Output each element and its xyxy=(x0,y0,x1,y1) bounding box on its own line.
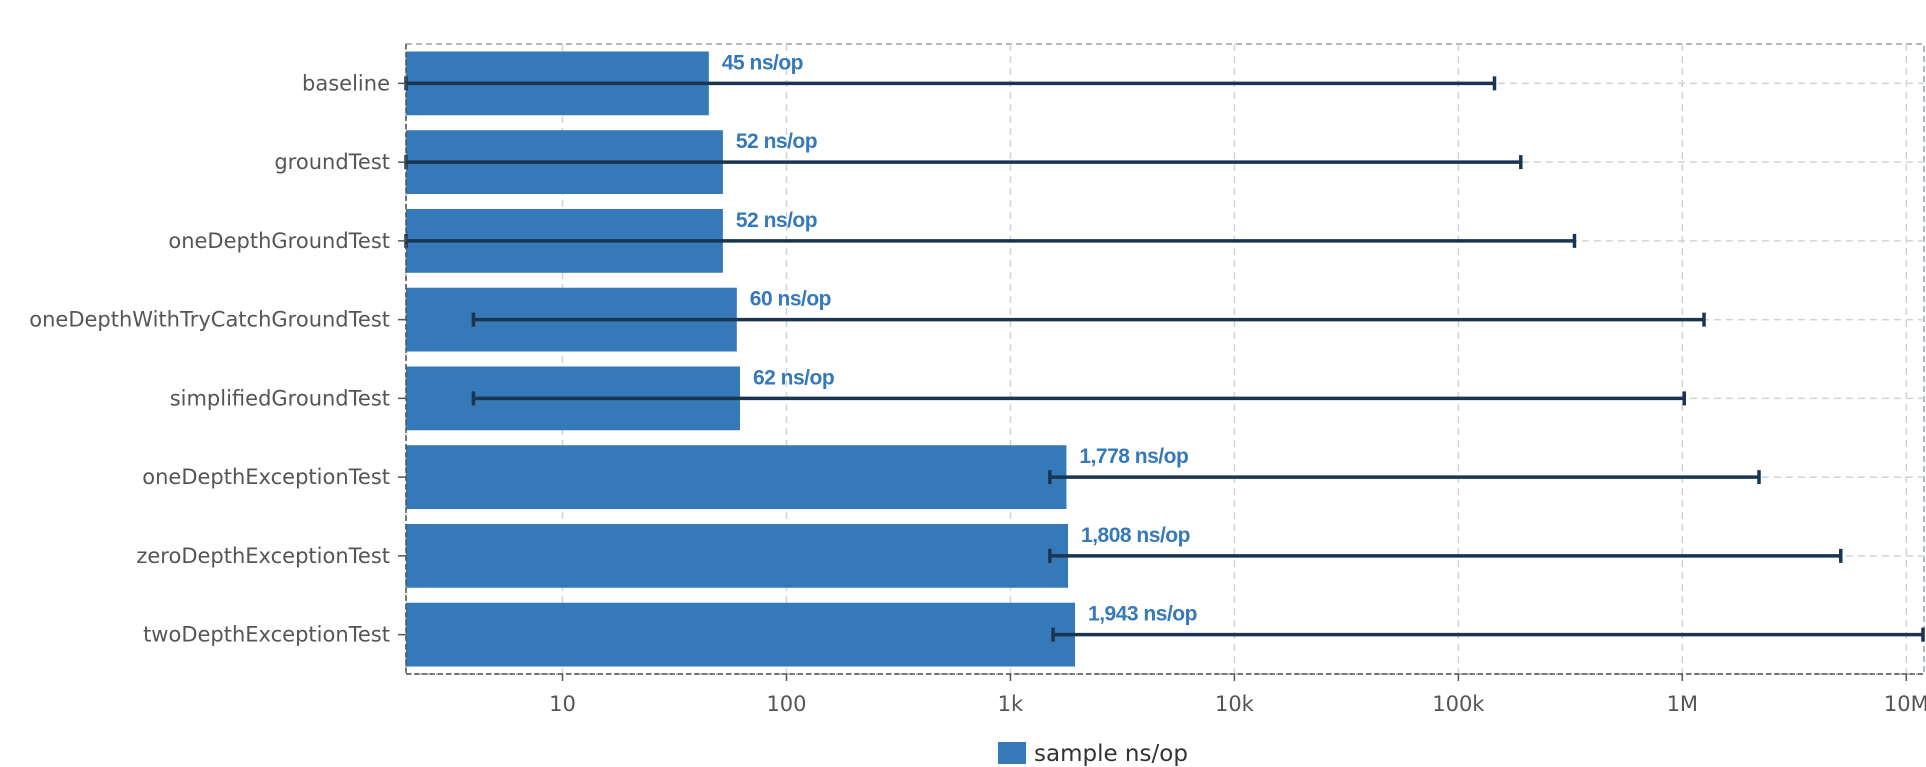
value-label: 62 ns/op xyxy=(753,366,834,389)
value-label: 1,943 ns/op xyxy=(1088,603,1197,626)
axes: 10 100 1k 10k 100k 1M 10M baseline groundTest one… xyxy=(29,44,1926,716)
error-bar xyxy=(471,312,1706,327)
category-label: groundTest xyxy=(274,150,390,174)
category-label: oneDepthWithTryCatchGroundTest xyxy=(29,308,390,332)
value-labels: 45 ns/op 52 ns/op 52 ns/op 60 ns/op 62 ns/op… xyxy=(722,51,1198,626)
error-bar xyxy=(471,391,1686,406)
value-label: 52 ns/op xyxy=(736,130,817,153)
legend-label[interactable]: sample ns/op xyxy=(1034,741,1188,767)
legend: sample ns/op xyxy=(998,741,1188,767)
x-tick-label: 10M xyxy=(1884,692,1926,716)
bar[interactable] xyxy=(406,445,1067,510)
error-bar xyxy=(1048,470,1761,485)
legend-swatch[interactable] xyxy=(998,742,1026,764)
x-tick-label: 1k xyxy=(998,692,1024,716)
x-tick-label: 1M xyxy=(1667,692,1698,716)
value-label: 45 ns/op xyxy=(722,51,803,74)
value-label: 1,808 ns/op xyxy=(1081,524,1190,547)
category-label: simplifiedGroundTest xyxy=(170,386,390,410)
category-label: oneDepthGroundTest xyxy=(168,229,390,253)
x-tick-label: 10k xyxy=(1215,692,1255,716)
category-label: oneDepthExceptionTest xyxy=(142,465,390,489)
value-label: 52 ns/op xyxy=(736,209,817,232)
x-tick-label: 10 xyxy=(549,692,576,716)
category-label: twoDepthExceptionTest xyxy=(143,623,390,647)
error-bar xyxy=(1051,627,1925,642)
error-bars xyxy=(404,76,1925,642)
value-label: 1,778 ns/op xyxy=(1079,445,1188,468)
x-tick-label: 100k xyxy=(1432,692,1485,716)
category-label: zeroDepthExceptionTest xyxy=(136,544,390,568)
x-tick-label: 100 xyxy=(766,692,806,716)
category-label: baseline xyxy=(302,71,390,95)
bar[interactable] xyxy=(406,523,1069,588)
bar[interactable] xyxy=(406,602,1076,667)
value-label: 60 ns/op xyxy=(750,288,831,311)
error-bar xyxy=(1048,548,1843,563)
